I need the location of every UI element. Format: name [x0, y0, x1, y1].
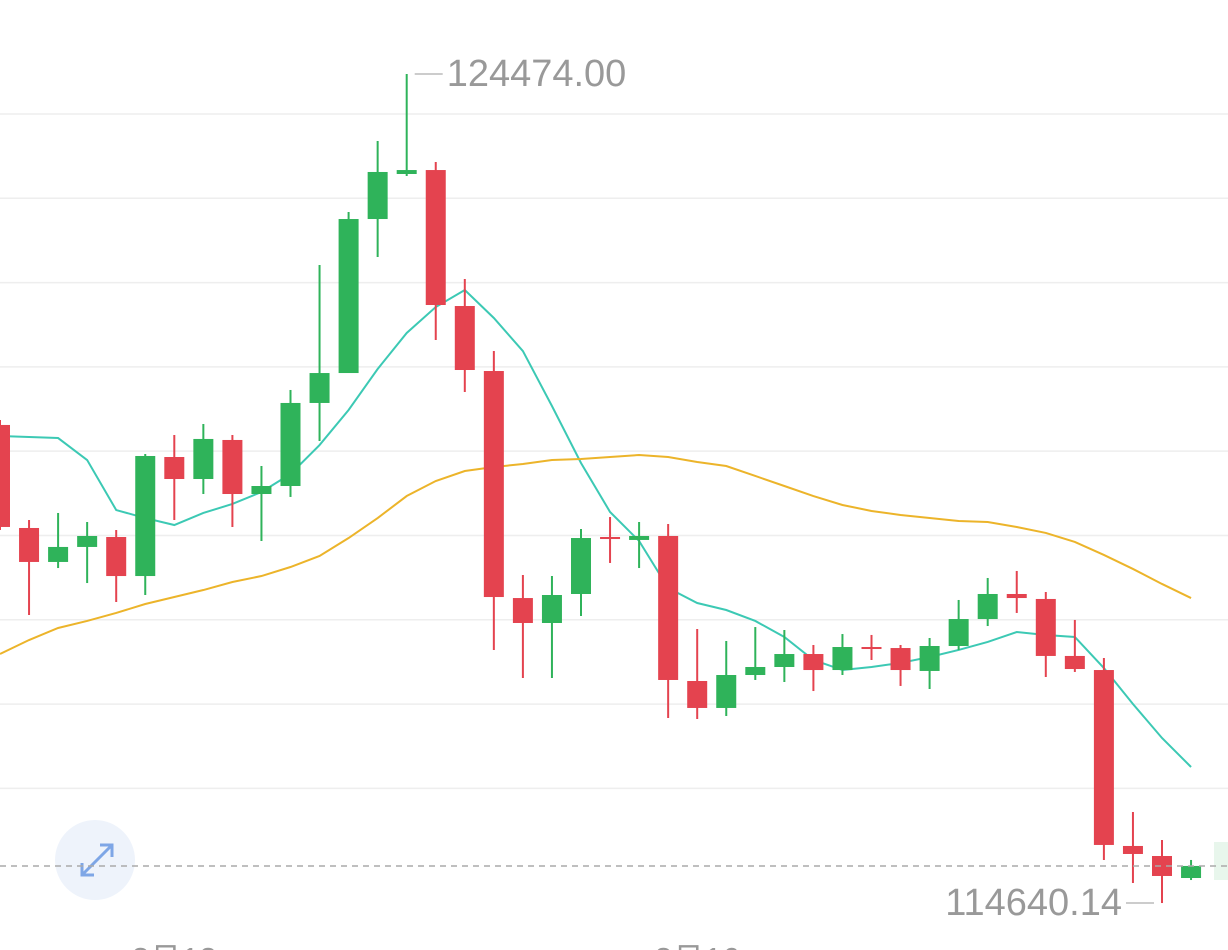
- candle-body: [890, 648, 911, 671]
- moving-averages: [0, 288, 1192, 768]
- candle-body: [77, 535, 98, 547]
- candle-body: [832, 647, 853, 671]
- candle-body: [48, 546, 69, 562]
- candle-body: [774, 654, 795, 667]
- candle-body: [280, 402, 301, 487]
- candle-body: [716, 675, 737, 708]
- candle-body: [1152, 856, 1172, 876]
- candle-body: [861, 647, 882, 650]
- x-tick-label: 8月13: [132, 941, 217, 950]
- ma-line: [0, 453, 1192, 655]
- candle-body: [571, 538, 591, 594]
- candle-body: [106, 537, 127, 577]
- candles: [0, 74, 1202, 904]
- candle-body: [687, 680, 708, 708]
- max-label: 124474.00: [447, 53, 627, 95]
- candle-body: [745, 666, 766, 676]
- candle-body: [948, 619, 969, 647]
- candle-body: [338, 219, 359, 374]
- candle-body: [309, 373, 330, 403]
- grid: [0, 113, 1228, 790]
- candle-body: [1093, 670, 1114, 845]
- ma-line: [0, 288, 1192, 768]
- candle-body: [19, 527, 40, 562]
- candle-body: [135, 455, 156, 577]
- candle-body: [1006, 593, 1027, 599]
- candle-body: [425, 170, 446, 306]
- candle-body: [1122, 845, 1143, 854]
- candle-body: [1181, 865, 1202, 879]
- candle-body: [0, 424, 10, 527]
- candle-body: [919, 646, 940, 671]
- candle-body: [454, 306, 475, 371]
- price-tag: [1214, 842, 1228, 880]
- candle-body: [367, 171, 388, 220]
- candle-body: [600, 537, 621, 540]
- candle-body: [396, 170, 417, 174]
- candle-body: [251, 486, 272, 495]
- candle-body: [629, 535, 650, 540]
- candle-body: [658, 535, 679, 680]
- x-tick-label: 8月16: [654, 941, 739, 950]
- candle-body: [541, 595, 562, 623]
- candle-body: [222, 439, 243, 495]
- candle-body: [977, 593, 998, 620]
- candle-body: [193, 438, 214, 480]
- min-label: 114640.14: [945, 882, 1122, 924]
- candle-body: [483, 371, 504, 598]
- expand-button[interactable]: [55, 820, 135, 900]
- candle-body: [1064, 655, 1085, 670]
- candle-body: [803, 654, 824, 671]
- candle-body: [164, 457, 185, 480]
- expand-icon[interactable]: [80, 843, 114, 877]
- candle-body: [512, 598, 533, 623]
- candle-body: [1035, 598, 1056, 656]
